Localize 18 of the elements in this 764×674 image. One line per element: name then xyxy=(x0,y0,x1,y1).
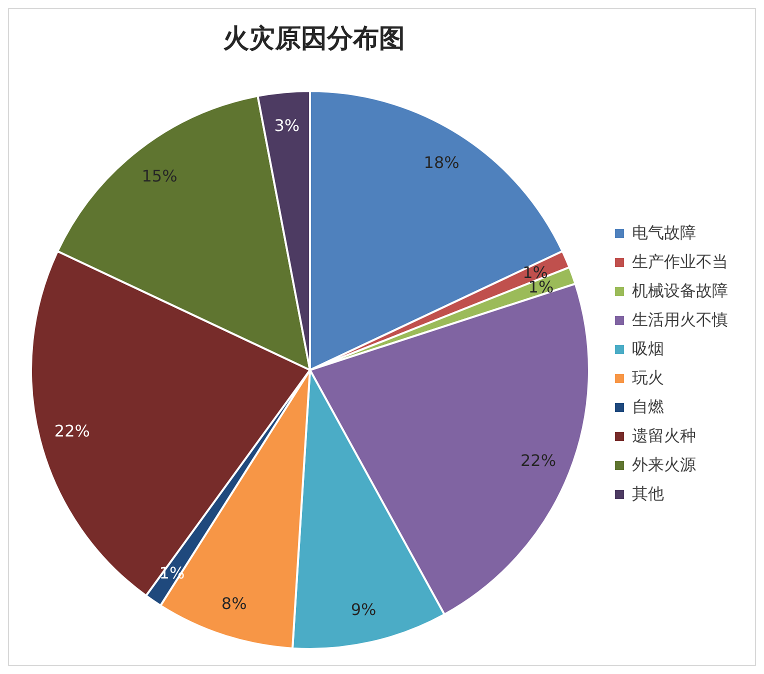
legend-label: 自燃 xyxy=(632,397,664,418)
legend-label: 电气故障 xyxy=(632,223,696,244)
data-label: 3% xyxy=(274,116,300,136)
legend-label: 机械设备故障 xyxy=(632,281,728,302)
data-label: 8% xyxy=(221,594,247,614)
legend-label: 生产作业不当 xyxy=(632,252,728,273)
chart-title: 火灾原因分布图 xyxy=(222,23,406,56)
legend-label: 生活用火不慎 xyxy=(632,310,728,331)
legend-label: 其他 xyxy=(632,484,664,505)
data-label: 18% xyxy=(424,153,460,172)
data-label: 9% xyxy=(350,600,376,620)
data-label: 15% xyxy=(142,166,178,186)
legend-label: 玩火 xyxy=(632,368,664,389)
legend-label: 外来火源 xyxy=(632,455,696,476)
legend-label: 遗留火种 xyxy=(632,426,696,447)
data-label: 22% xyxy=(54,422,90,441)
legend-label: 吸烟 xyxy=(632,339,664,360)
data-label: 22% xyxy=(520,450,556,470)
